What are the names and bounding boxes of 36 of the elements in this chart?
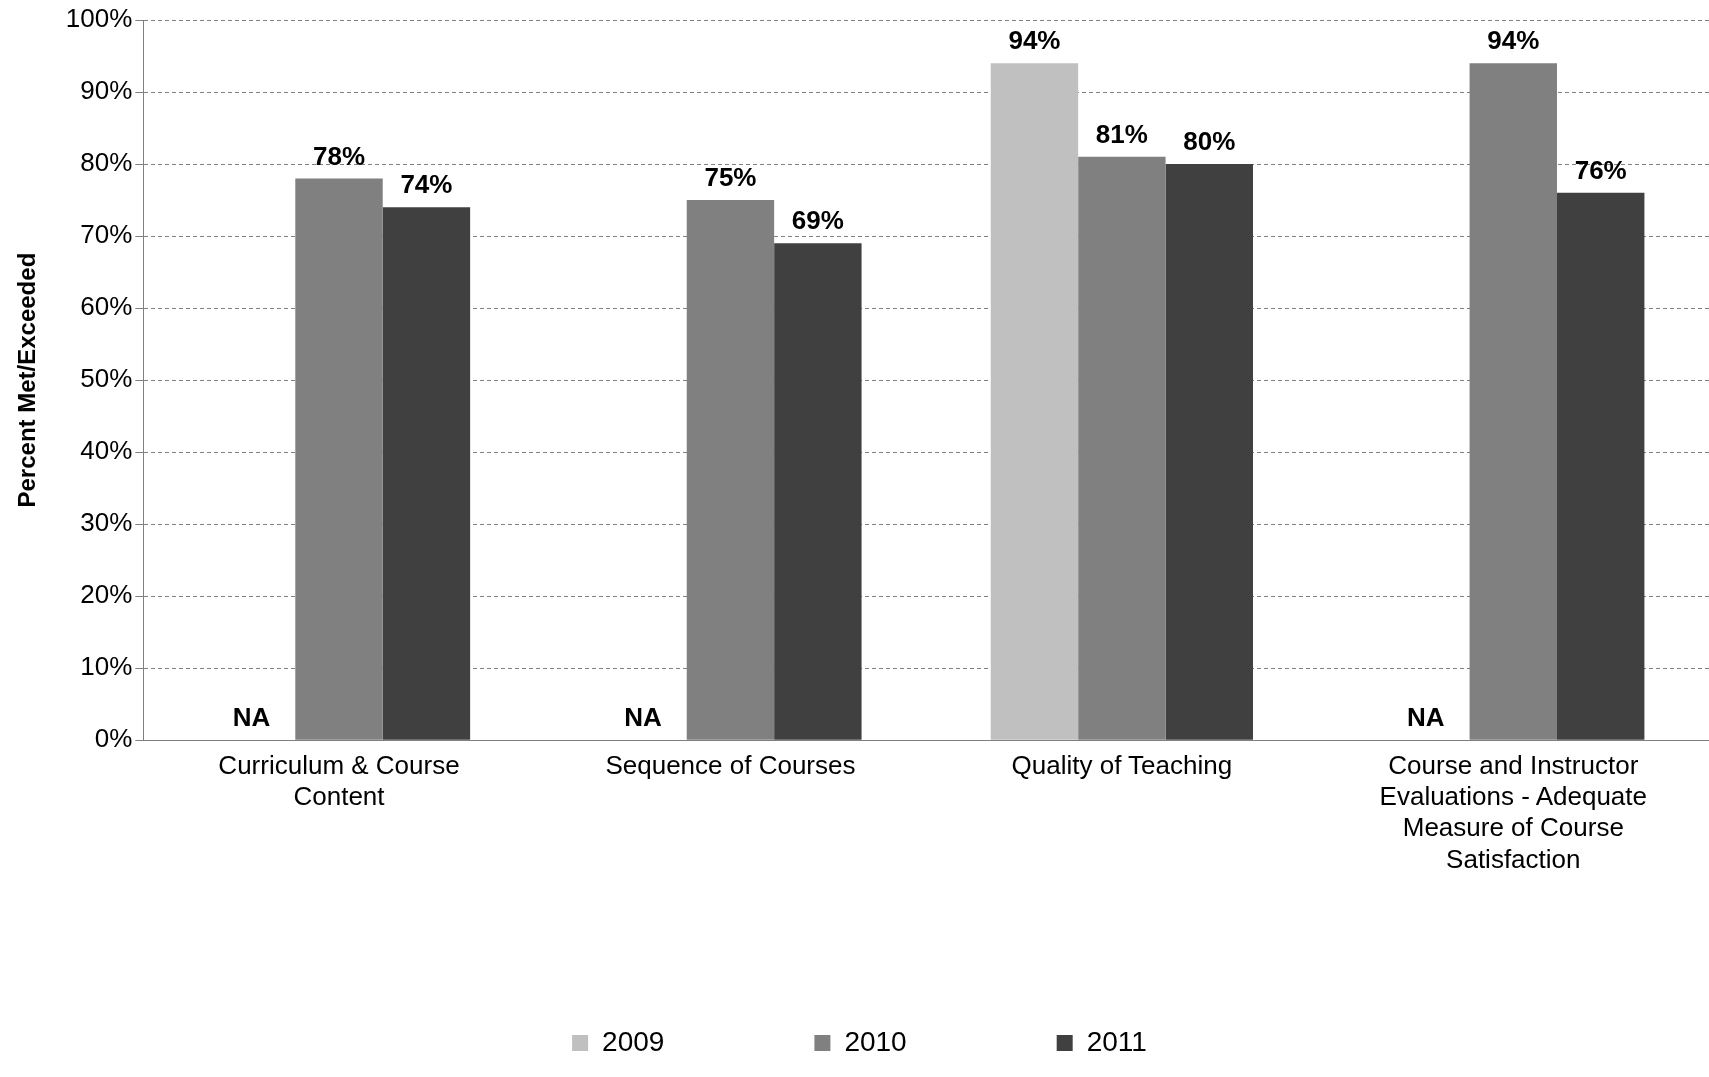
y-tick-label: 90% (80, 75, 133, 106)
data-label: 94% (1008, 25, 1061, 56)
x-tick-label: Course and Instructor Evaluations - Adequate Measure of Course Satisfaction (1379, 749, 1647, 874)
text: NA (232, 702, 271, 733)
data-label: 75% (704, 162, 757, 193)
y-tick-label: 30% (80, 507, 133, 538)
y-tick-label: 20% (80, 579, 133, 610)
x-tick-label: Quality of Teaching (1011, 749, 1233, 780)
data-label: 78% (312, 140, 366, 171)
legend-label: 2009 (602, 1025, 665, 1057)
y-tick-label: 100% (65, 3, 133, 34)
y-tick-label: 50% (80, 363, 133, 394)
y-tick-label: 80% (80, 147, 133, 178)
bar (382, 207, 471, 740)
legend-label: 2010 (844, 1025, 907, 1057)
text: NA (1407, 702, 1445, 733)
data-label: 81% (1095, 119, 1148, 150)
y-tick-label: 10% (80, 651, 133, 682)
data-label: 80% (1183, 126, 1236, 157)
x-tick-label: Curriculum & Course Content (218, 749, 460, 812)
y-tick-label: 60% (80, 291, 133, 322)
data-label: 74% (400, 169, 453, 200)
bar (1557, 192, 1645, 740)
bar (990, 63, 1079, 740)
x-tick-label: Sequence of Courses (605, 749, 856, 780)
bar (1165, 164, 1253, 740)
y-axis-title: Percent Met/Exceeded (13, 252, 41, 508)
y-tick-label: 40% (80, 435, 133, 466)
y-tick-label: 0% (94, 723, 133, 754)
bar (774, 243, 862, 740)
y-tick-label: 70% (80, 219, 133, 250)
data-label: 69% (791, 205, 844, 236)
data-label: 94% (1487, 25, 1540, 56)
legend-label: 2011 (1086, 1025, 1147, 1057)
text: NA (624, 702, 662, 733)
data-label: 76% (1574, 155, 1627, 186)
